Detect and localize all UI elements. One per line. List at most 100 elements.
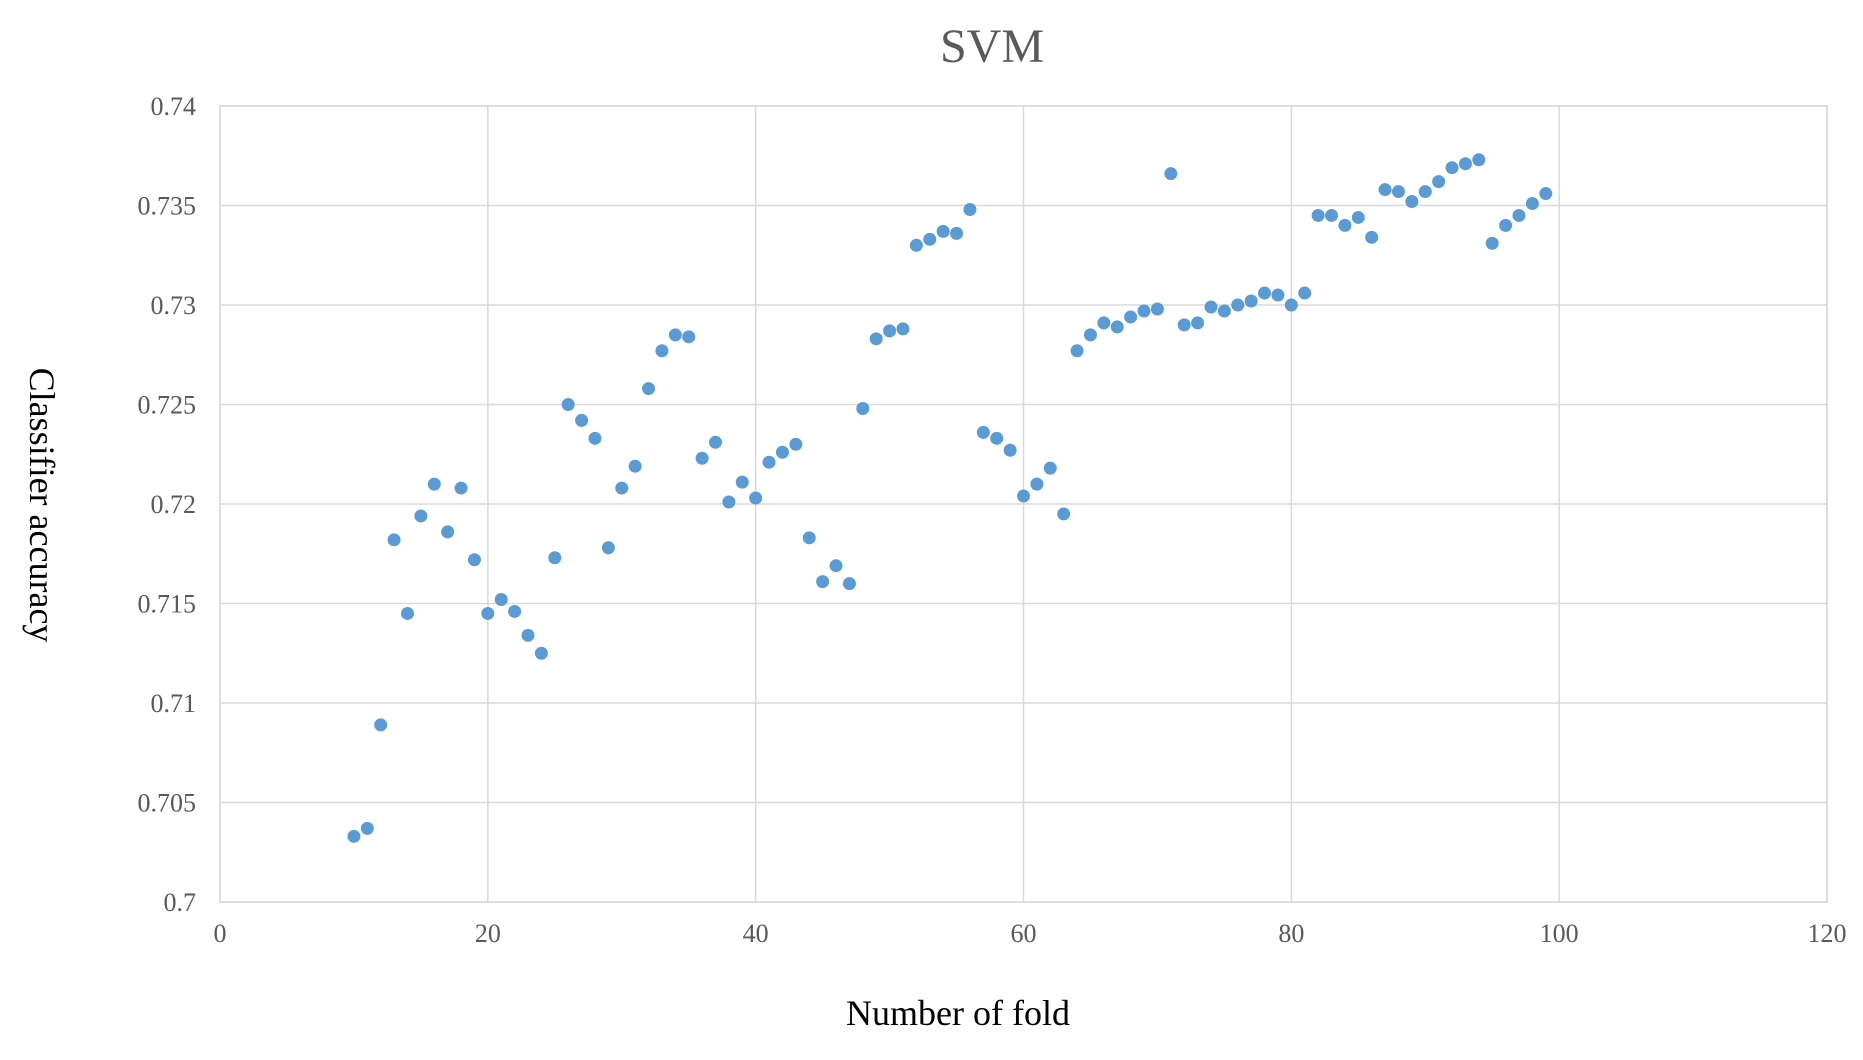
data-point xyxy=(963,202,977,216)
data-point xyxy=(708,435,722,449)
data-point xyxy=(1150,302,1164,316)
data-points xyxy=(347,153,1553,843)
x-axis-title: Number of fold xyxy=(846,993,1070,1033)
data-point xyxy=(374,718,388,732)
data-point xyxy=(387,533,401,547)
data-point xyxy=(1311,208,1325,222)
y-axis-ticks: 0.7 0.705 0.71 0.715 0.72 0.725 0.73 0.735 0.74 xyxy=(138,92,197,917)
data-point xyxy=(1043,461,1057,475)
y-tick-label: 0.74 xyxy=(151,92,197,121)
data-point xyxy=(1231,298,1245,312)
x-tick-label: 60 xyxy=(1011,919,1037,948)
data-point xyxy=(1070,344,1084,358)
data-point xyxy=(1298,286,1312,300)
y-tick-label: 0.735 xyxy=(138,192,197,221)
data-point xyxy=(749,491,763,505)
data-point xyxy=(802,531,816,545)
data-point xyxy=(950,226,964,240)
data-point xyxy=(990,431,1004,445)
data-point xyxy=(936,224,950,238)
data-point xyxy=(427,477,441,491)
data-point xyxy=(1284,298,1298,312)
data-point xyxy=(1539,187,1553,201)
x-tick-label: 20 xyxy=(475,919,501,948)
y-axis-title: Classifier accuracy xyxy=(22,368,62,643)
x-tick-label: 120 xyxy=(1808,919,1847,948)
x-tick-label: 0 xyxy=(214,919,227,948)
y-tick-label: 0.7 xyxy=(164,888,197,917)
data-point xyxy=(1405,195,1419,209)
data-point xyxy=(1338,218,1352,232)
data-point xyxy=(642,382,656,396)
x-tick-label: 100 xyxy=(1540,919,1579,948)
data-point xyxy=(842,577,856,591)
data-point xyxy=(1244,294,1258,308)
data-point xyxy=(856,401,870,415)
data-point xyxy=(481,606,495,620)
data-point xyxy=(628,459,642,473)
data-point xyxy=(548,551,562,565)
data-point xyxy=(494,593,508,607)
data-point xyxy=(1391,185,1405,199)
x-axis-ticks: 0 20 40 60 80 100 120 xyxy=(214,919,1847,948)
data-point xyxy=(655,344,669,358)
data-point xyxy=(1110,320,1124,334)
data-point xyxy=(601,541,615,555)
data-point xyxy=(695,451,709,465)
data-point xyxy=(534,646,548,660)
data-point xyxy=(1191,316,1205,330)
x-tick-label: 80 xyxy=(1278,919,1304,948)
data-point xyxy=(1458,157,1472,171)
data-point xyxy=(414,509,428,523)
data-point xyxy=(508,604,522,618)
data-point xyxy=(1057,507,1071,521)
data-point xyxy=(1525,197,1539,211)
data-point xyxy=(1177,318,1191,332)
data-point xyxy=(1137,304,1151,318)
data-point xyxy=(976,425,990,439)
data-point xyxy=(1499,218,1513,232)
data-point xyxy=(1485,236,1499,250)
data-point xyxy=(668,328,682,342)
data-point xyxy=(360,821,374,835)
data-point xyxy=(575,413,589,427)
data-point xyxy=(1351,210,1365,224)
data-point xyxy=(1217,304,1231,318)
data-point xyxy=(454,481,468,495)
data-point xyxy=(1445,161,1459,175)
data-point xyxy=(775,445,789,459)
data-point xyxy=(521,628,535,642)
data-point xyxy=(1325,208,1339,222)
data-point xyxy=(1378,183,1392,197)
data-point xyxy=(1204,300,1218,314)
data-point xyxy=(896,322,910,336)
data-point xyxy=(682,330,696,344)
data-point xyxy=(400,606,414,620)
data-point xyxy=(1512,208,1526,222)
y-tick-label: 0.715 xyxy=(138,590,197,619)
data-point xyxy=(1017,489,1030,503)
data-point xyxy=(441,525,455,539)
data-point xyxy=(1365,230,1379,244)
y-tick-label: 0.705 xyxy=(138,789,197,818)
data-point xyxy=(1083,328,1097,342)
data-point xyxy=(467,553,481,567)
data-point xyxy=(883,324,897,338)
data-point xyxy=(1472,153,1486,167)
y-tick-label: 0.71 xyxy=(151,689,197,718)
data-point xyxy=(1258,286,1272,300)
data-point xyxy=(561,398,575,411)
y-tick-label: 0.725 xyxy=(138,391,197,420)
data-point xyxy=(1030,477,1044,491)
data-point xyxy=(762,455,776,469)
grid-lines xyxy=(219,105,1828,903)
data-point xyxy=(923,232,937,246)
data-point xyxy=(789,437,803,451)
y-tick-label: 0.73 xyxy=(151,291,197,320)
y-tick-label: 0.72 xyxy=(151,490,197,519)
data-point xyxy=(722,495,736,509)
x-tick-label: 40 xyxy=(743,919,769,948)
data-point xyxy=(1124,310,1138,324)
